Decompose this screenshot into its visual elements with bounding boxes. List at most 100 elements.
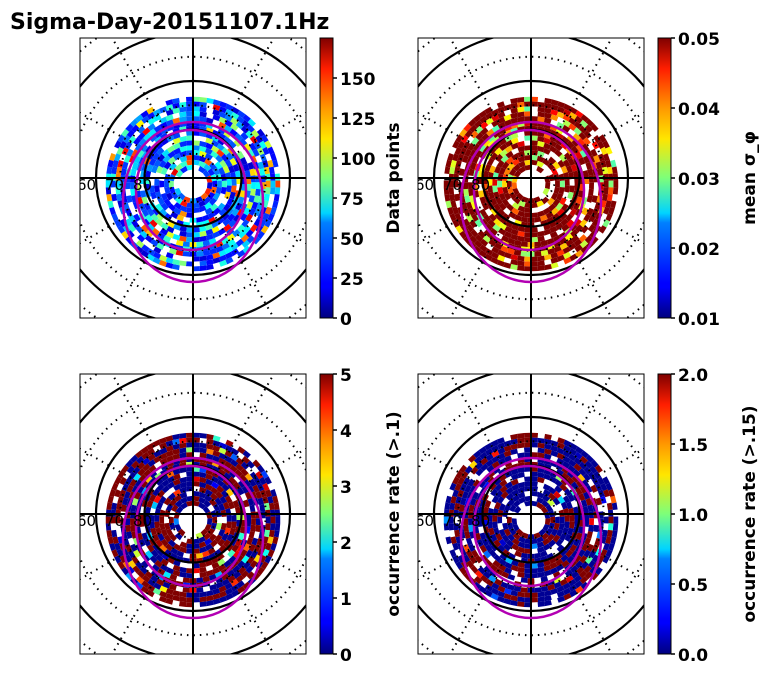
data-bin [193,500,201,507]
data-bin [230,242,239,251]
data-bin [179,571,187,578]
data-bin [479,574,489,583]
data-bin [542,543,551,552]
data-bin [151,165,158,174]
data-bin [593,524,599,533]
data-bin [257,161,265,170]
data-bin [531,256,538,262]
data-bin [209,162,217,171]
data-bin [105,187,112,195]
data-bin [531,150,539,156]
data-bin [465,537,473,546]
data-bin [605,159,612,168]
data-bin [502,180,507,188]
colorbar [319,37,334,319]
data-bin [237,532,245,541]
data-bin [185,236,193,243]
data-bin [193,106,200,112]
data-bin [493,539,501,548]
data-bin [562,124,571,133]
data-bin [140,110,149,119]
data-bin [517,140,525,148]
data-bin [588,524,594,533]
data-bin [105,523,112,531]
data-bin [567,191,574,200]
data-bin [479,544,488,554]
data-bin [484,253,493,262]
data-bin [186,442,193,448]
data-bin [199,96,208,103]
data-bin [154,521,160,529]
data-bin [554,149,563,158]
data-bin [229,191,236,200]
data-bin [141,115,150,124]
data-bin [517,591,525,598]
data-bin [577,137,586,147]
data-bin [503,440,512,447]
data-bin [211,567,221,575]
data-bin [219,101,228,109]
colorbar-tick-label: 0.05 [678,30,720,50]
data-bin [523,447,531,453]
data-bin [494,147,503,156]
data-bin [170,547,179,555]
data-bin [544,448,552,455]
data-bin [545,528,554,536]
data-bin [121,566,130,576]
data-bin [450,536,457,545]
data-bin [198,165,207,174]
data-bin [124,141,133,150]
data-bin [496,437,505,445]
data-bin [142,463,151,472]
data-bin [204,207,213,216]
data-bin [448,523,455,531]
data-bin [502,549,511,557]
data-bin [196,251,204,257]
data-bin [149,219,158,228]
data-bin [537,601,546,608]
data-bin [578,125,588,134]
data-bin [179,496,188,504]
data-bin [109,542,116,551]
data-bin [193,202,200,209]
data-bin [199,546,207,554]
data-bin [585,485,593,494]
data-bin [573,127,582,136]
data-bin [275,180,281,188]
lat-label-60: 60 [77,176,96,194]
data-bin [608,180,614,188]
data-bin [160,202,169,211]
data-bin [144,170,152,178]
data-bin [124,554,133,563]
data-bin [559,533,567,542]
data-bin [106,193,113,202]
data-bin [154,559,163,568]
data-bin [179,111,187,118]
data-bin [160,538,169,547]
data-bin [590,484,598,493]
colorbar-tick-label: 0.5 [678,576,708,596]
lat-label-80: 80 [471,176,490,194]
data-bin [210,203,219,212]
data-bin [584,460,593,469]
data-bin [550,99,559,106]
data-bin [205,569,214,577]
data-bin [212,207,222,216]
data-bin [566,134,575,143]
data-bin [471,137,480,146]
data-bin [272,495,279,504]
data-bin [480,463,489,472]
data-bin [226,185,232,193]
data-bin [193,154,200,161]
data-bin [205,590,214,597]
data-bin [561,136,570,145]
data-bin [149,514,155,522]
data-bin [199,591,207,598]
data-bin [159,516,165,524]
data-bin [511,182,518,190]
data-bin [123,154,131,164]
data-bin [583,213,591,222]
data-bin [524,106,531,112]
data-bin [220,523,227,531]
data-bin [603,516,609,524]
